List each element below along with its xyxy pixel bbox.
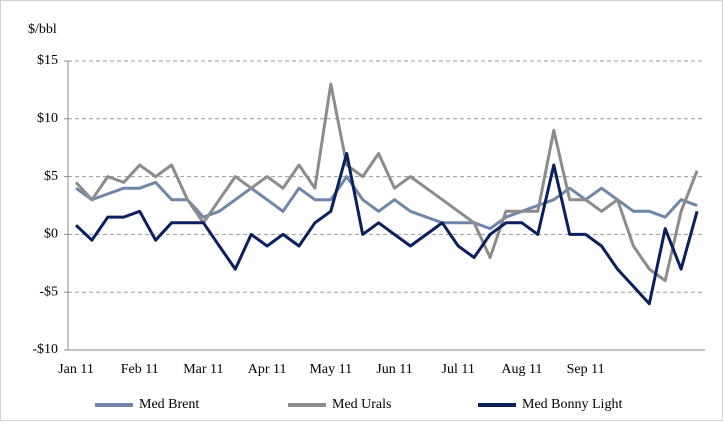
x-tick-label: Jun 11	[376, 362, 412, 377]
x-tick-label: Aug 11	[501, 362, 542, 377]
x-tick-label: Mar 11	[183, 362, 223, 377]
y-tick-label: $10	[37, 111, 58, 126]
legend-label: Med Brent	[139, 397, 199, 412]
x-tick-label: Sep 11	[567, 362, 605, 377]
y-tick-label: $15	[37, 53, 58, 68]
x-tick-label: Apr 11	[248, 362, 287, 377]
x-tick-label: May 11	[309, 362, 352, 377]
x-tick-label: Jul 11	[442, 362, 475, 377]
y-tick-label: -$10	[32, 342, 58, 357]
y-tick-label: $5	[44, 169, 58, 184]
y-tick-label: $0	[44, 227, 58, 242]
y-axis-label: $/bbl	[28, 22, 57, 37]
legend-label: Med Bonny Light	[522, 397, 622, 412]
x-tick-label: Jan 11	[58, 362, 94, 377]
series-line	[75, 175, 698, 231]
y-tick-label: -$5	[39, 284, 58, 299]
legend-label: Med Urals	[332, 397, 392, 412]
x-tick-label: Feb 11	[121, 362, 159, 377]
series-line	[74, 152, 699, 306]
series-line	[74, 82, 699, 283]
